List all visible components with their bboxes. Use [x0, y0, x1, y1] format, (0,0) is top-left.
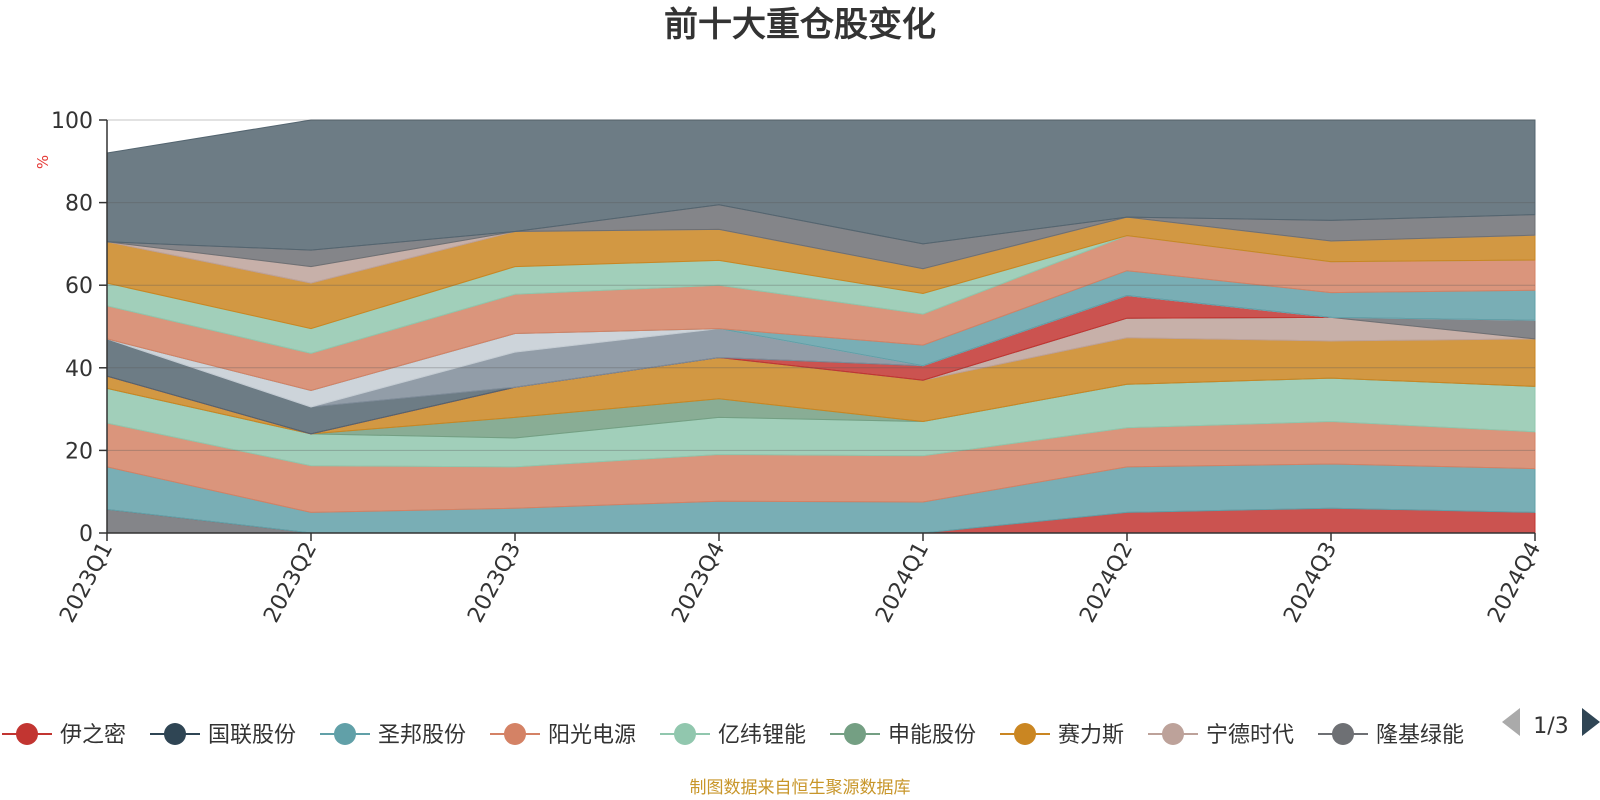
legend-next-icon[interactable] [1582, 708, 1600, 736]
legend-label: 宁德时代 [1206, 723, 1294, 748]
y-tick-label: 60 [65, 274, 93, 299]
legend-item[interactable]: 申能股份 [830, 723, 976, 748]
area-series-19[interactable] [106, 119, 1536, 251]
legend-label: 伊之密 [60, 723, 126, 748]
y-tick-label: 40 [65, 357, 93, 382]
legend-label: 阳光电源 [548, 723, 636, 748]
legend-item[interactable]: 亿纬锂能 [660, 723, 806, 748]
y-tick-label: 20 [65, 439, 93, 464]
legend-label: 申能股份 [888, 723, 976, 748]
x-tick-label: 2023Q1 [55, 538, 118, 627]
legend-label: 赛力斯 [1058, 723, 1124, 748]
legend-item[interactable]: 伊之密 [2, 723, 126, 748]
legend-pager: 1/3 [1502, 708, 1600, 739]
legend-marker-icon [1014, 723, 1036, 745]
x-tick-label: 2023Q2 [259, 538, 322, 627]
legend-label: 圣邦股份 [378, 723, 466, 748]
legend-marker-icon [504, 723, 526, 745]
x-tick-label: 2023Q3 [463, 538, 526, 627]
legend-marker-icon [1162, 723, 1184, 745]
legend-marker-icon [674, 723, 696, 745]
y-axis-ticks: 0 20 40 60 80 100 [51, 109, 107, 547]
axes [106, 120, 1535, 534]
legend-prev-icon[interactable] [1502, 708, 1520, 736]
legend-page-indicator: 1/3 [1533, 714, 1568, 739]
source-note: 制图数据来自恒生聚源数据库 [690, 778, 911, 798]
y-tick-label: 80 [65, 192, 93, 217]
area-layers [106, 119, 1536, 534]
legend-item[interactable]: 圣邦股份 [320, 723, 466, 748]
x-tick-label: 2024Q2 [1075, 538, 1138, 627]
x-tick-label: 2023Q4 [667, 538, 730, 627]
chart-title: 前十大重仓股变化 [664, 5, 936, 45]
x-axis-ticks: 2023Q1 2023Q2 2023Q3 2023Q4 2024Q1 2024Q2 2024… [55, 533, 1546, 627]
legend-marker-icon [16, 723, 38, 745]
legend-marker-icon [164, 723, 186, 745]
legend-label: 隆基绿能 [1376, 723, 1464, 748]
legend-item[interactable]: 国联股份 [150, 723, 296, 748]
legend-marker-icon [334, 723, 356, 745]
y-axis-unit: % [34, 155, 52, 169]
legend-marker-icon [1332, 723, 1354, 745]
y-tick-label: 100 [51, 109, 93, 134]
x-tick-label: 2024Q3 [1279, 538, 1342, 627]
legend-label: 国联股份 [208, 723, 296, 748]
legend[interactable]: 伊之密 国联股份 圣邦股份 阳光电源 亿纬锂能 申能股份 赛力斯 宁德时代 隆基绿能 [2, 723, 1464, 748]
x-tick-label: 2024Q1 [871, 538, 934, 627]
legend-item[interactable]: 赛力斯 [1000, 723, 1124, 748]
x-tick-label: 2024Q4 [1483, 538, 1546, 627]
grid-lines [107, 119, 1535, 451]
legend-item[interactable]: 宁德时代 [1148, 723, 1294, 748]
legend-item[interactable]: 阳光电源 [490, 723, 636, 748]
legend-marker-icon [844, 723, 866, 745]
legend-item[interactable]: 隆基绿能 [1318, 723, 1464, 748]
y-tick-label: 0 [79, 522, 93, 547]
legend-label: 亿纬锂能 [718, 723, 806, 748]
